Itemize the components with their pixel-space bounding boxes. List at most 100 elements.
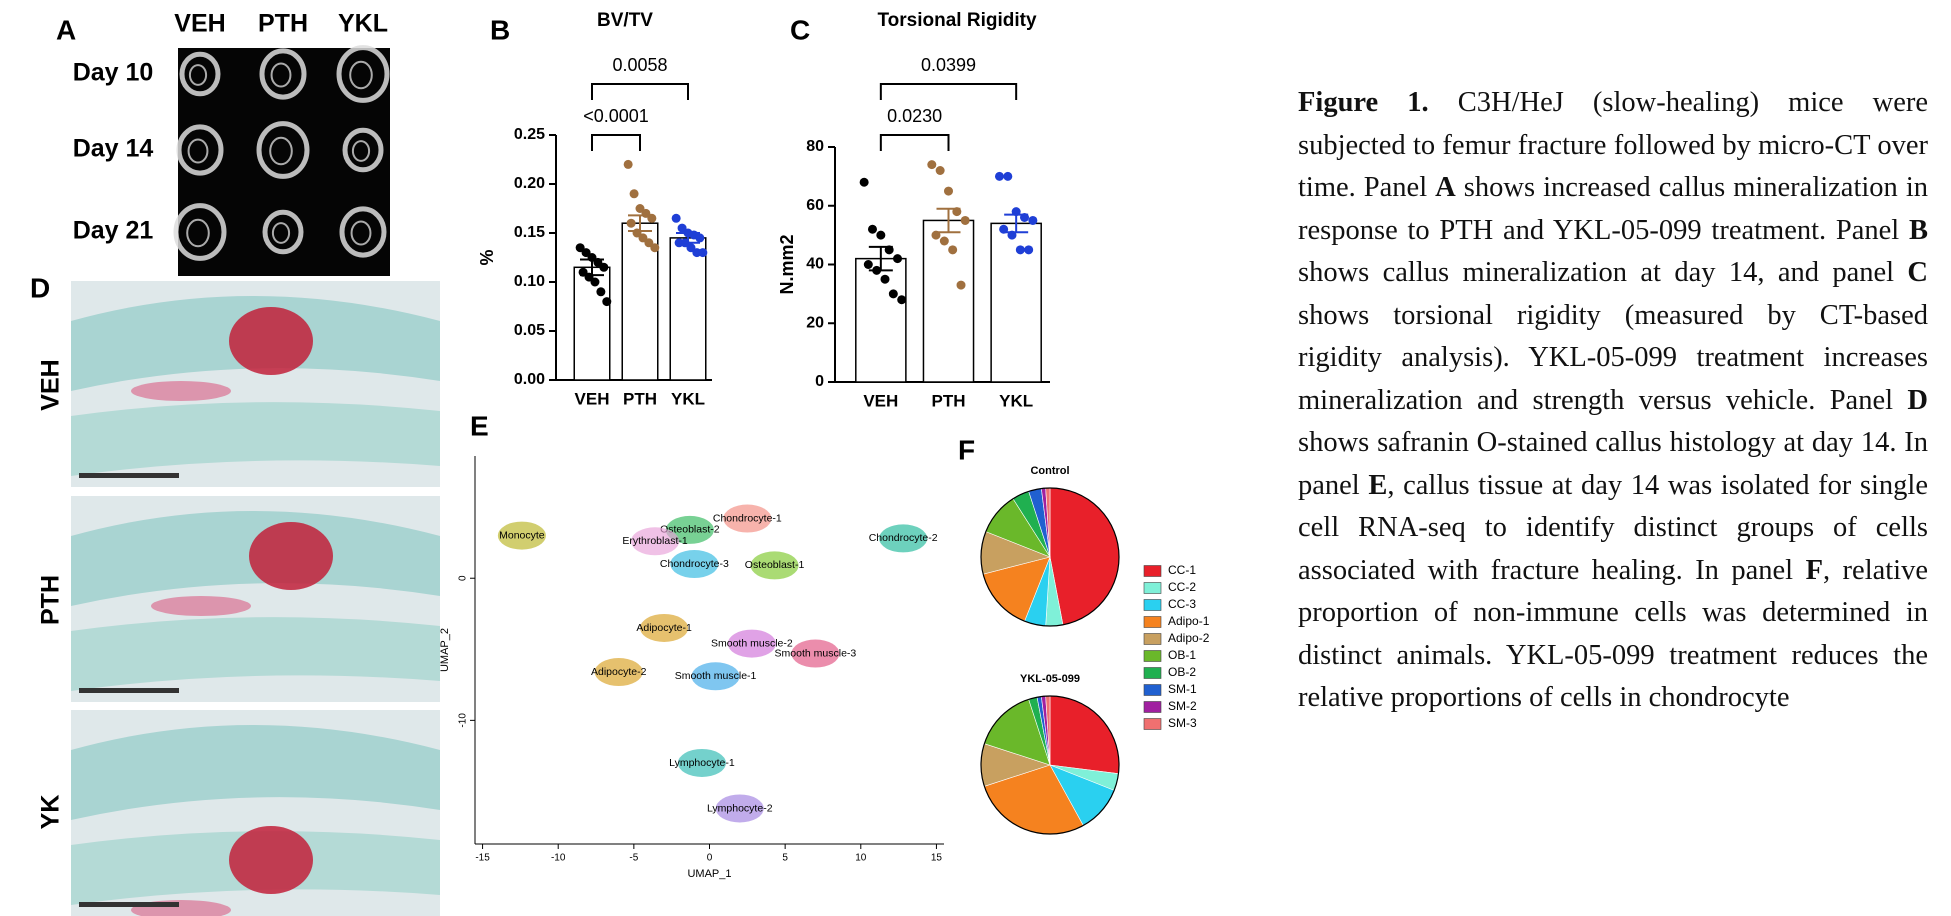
scale-bar	[79, 902, 179, 907]
data-point	[698, 248, 708, 258]
x-tick-label: YKL	[671, 389, 705, 408]
pie-slice	[1049, 487, 1120, 626]
cluster-label: Chondrocyte-3	[660, 558, 729, 570]
data-point	[671, 213, 681, 223]
cell-cluster	[497, 521, 546, 550]
cell-cluster	[677, 748, 726, 777]
data-point	[596, 287, 606, 297]
legend-swatch	[1143, 718, 1162, 730]
ring-inner	[269, 136, 293, 166]
data-point	[893, 254, 903, 264]
row-label: Day 10	[73, 59, 154, 87]
y-tick-label: 0	[815, 373, 824, 390]
caption-text: C3H/HeJ (slow-healing) mice were subject…	[1298, 87, 1928, 203]
caption-text: shows increased callus mineralization in…	[1298, 172, 1928, 246]
row-label: YK	[37, 795, 65, 830]
microct-rings	[173, 45, 390, 261]
ring-inner	[350, 220, 372, 246]
panel-label: F	[958, 434, 975, 465]
chart-title: BV/TV	[597, 10, 653, 31]
panel-label: A	[56, 14, 76, 45]
safranin-stain	[229, 826, 313, 894]
legend-swatch	[1143, 582, 1162, 594]
legend-swatch	[1143, 701, 1162, 713]
legend-label: CC-2	[1168, 580, 1196, 594]
data-point	[644, 238, 654, 248]
legend-label: Adipo-2	[1168, 631, 1210, 645]
cluster-label: Chondrocyte-2	[869, 532, 938, 544]
data-point	[956, 280, 966, 290]
legend-label: SM-1	[1168, 682, 1197, 696]
data-point	[686, 243, 696, 253]
x-tick-label: 15	[931, 853, 943, 864]
data-point	[1015, 245, 1025, 255]
ring-inner	[351, 140, 371, 162]
y-tick-label: 0.15	[514, 224, 545, 241]
legend-swatch	[1143, 616, 1162, 628]
y-tick-label: 0.25	[514, 126, 545, 143]
legend-label: CC-3	[1168, 597, 1196, 611]
pie-outline	[980, 695, 1120, 835]
column-label: PTH	[258, 10, 308, 38]
panel-label: B	[490, 14, 510, 45]
tissue-upper	[71, 725, 440, 820]
x-axis-label: UMAP_1	[687, 868, 731, 880]
data-point	[880, 274, 890, 284]
cell-cluster	[715, 794, 764, 823]
cluster-label: Smooth muscle-3	[775, 647, 857, 659]
y-tick-label: 0.00	[514, 371, 545, 388]
bar	[573, 266, 611, 381]
x-tick-label: -10	[551, 853, 566, 864]
cell-cluster	[670, 550, 719, 579]
y-tick-label: 20	[806, 314, 824, 331]
bar	[855, 257, 907, 383]
p-value: 0.0058	[612, 55, 667, 75]
ring	[259, 48, 307, 100]
cell-cluster	[640, 613, 689, 642]
caption-text: , callus tissue at day 14 was isolated f…	[1298, 469, 1928, 586]
y-axis-label: N.mm2	[777, 234, 797, 294]
ring-inner	[270, 62, 292, 88]
legend-swatch	[1143, 667, 1162, 679]
row-label: Day 21	[73, 217, 154, 245]
ring	[176, 124, 224, 176]
ring	[262, 209, 304, 255]
ring-inner	[188, 64, 208, 86]
cluster-label: Smooth muscle-2	[711, 637, 793, 649]
cluster-label: Adipocyte-2	[591, 666, 647, 678]
caption-text: , relative proportion of non-immune cell…	[1298, 554, 1929, 714]
significance-bracket	[591, 83, 689, 100]
legend-label: OB-2	[1168, 665, 1196, 679]
data-point	[927, 160, 937, 170]
cluster-label: Erythroblast-1	[622, 535, 688, 547]
legend-swatch	[1143, 684, 1162, 696]
ring	[256, 121, 310, 179]
y-tick-label: 60	[806, 197, 824, 214]
data-point	[623, 159, 633, 169]
x-tick-label: -5	[629, 853, 638, 864]
data-point	[944, 186, 953, 196]
column-label: YKL	[338, 10, 388, 38]
pie-title: YKL-05-099	[1020, 673, 1080, 685]
pie-title: Control	[1030, 465, 1069, 477]
legend-label: CC-1	[1168, 563, 1196, 577]
y-tick-label: 80	[806, 138, 824, 155]
legend-swatch	[1143, 565, 1162, 577]
data-point	[863, 260, 873, 269]
ring-inner	[271, 222, 291, 244]
safranin-stain	[249, 522, 333, 590]
data-point	[590, 277, 600, 287]
caption-bold: C	[1907, 257, 1928, 288]
data-point	[635, 204, 645, 213]
ring	[173, 203, 227, 261]
y-tick-label: 40	[806, 256, 824, 273]
data-point	[888, 289, 898, 299]
x-tick-label: 10	[855, 853, 867, 864]
x-tick-label: -15	[475, 853, 490, 864]
y-tick-label: 0.10	[514, 273, 545, 290]
cell-cluster	[879, 524, 928, 553]
panel-label: D	[30, 272, 50, 303]
data-point	[1003, 171, 1013, 181]
data-point	[695, 233, 705, 243]
data-point	[638, 233, 648, 243]
